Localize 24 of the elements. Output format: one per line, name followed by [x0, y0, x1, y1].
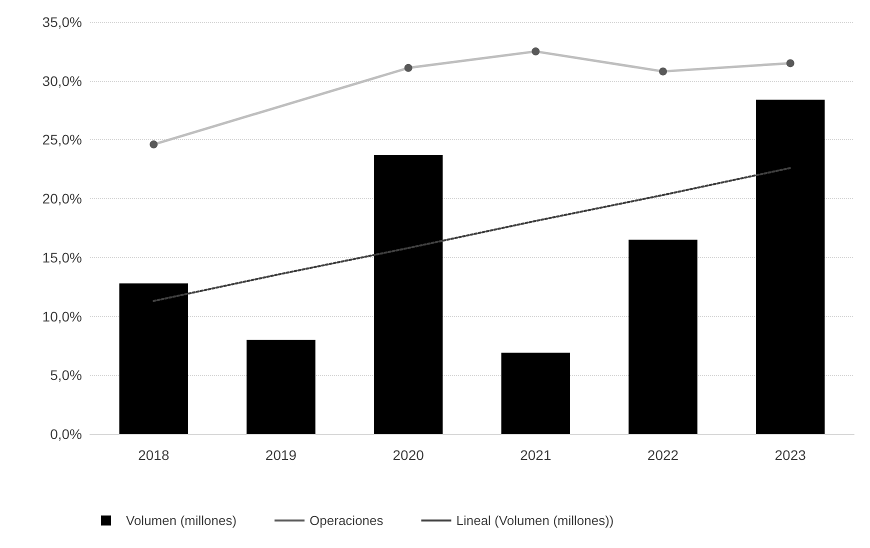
x-tick-label: 2020	[392, 447, 424, 463]
y-tick-label: 0,0%	[50, 426, 82, 442]
y-tick-label: 30,0%	[42, 72, 82, 89]
x-tick-label: 2023	[774, 447, 806, 463]
bar	[246, 340, 316, 434]
y-tick-label: 25,0%	[42, 132, 82, 148]
bar	[501, 352, 570, 434]
bar	[628, 240, 698, 434]
bar	[119, 283, 188, 434]
x-tick-label: 2019	[265, 447, 297, 463]
legend-label: Volumen (millones)	[126, 513, 237, 528]
y-tick-label: 35,0%	[42, 14, 82, 30]
x-tick-label: 2022	[647, 447, 679, 463]
y-tick-label: 10,0%	[42, 308, 82, 324]
x-tick-label: 2018	[138, 447, 170, 463]
bar	[374, 155, 443, 434]
y-tick-label: 15,0%	[42, 249, 82, 266]
x-tick-label: 2021	[520, 447, 552, 463]
bar	[756, 100, 825, 434]
legend-label: Lineal (Volumen (millones))	[456, 513, 614, 528]
line-series	[152, 166, 792, 302]
legend-label: Operaciones	[310, 513, 384, 528]
y-tick-label: 20,0%	[42, 190, 82, 207]
y-tick-label: 5,0%	[50, 367, 82, 384]
